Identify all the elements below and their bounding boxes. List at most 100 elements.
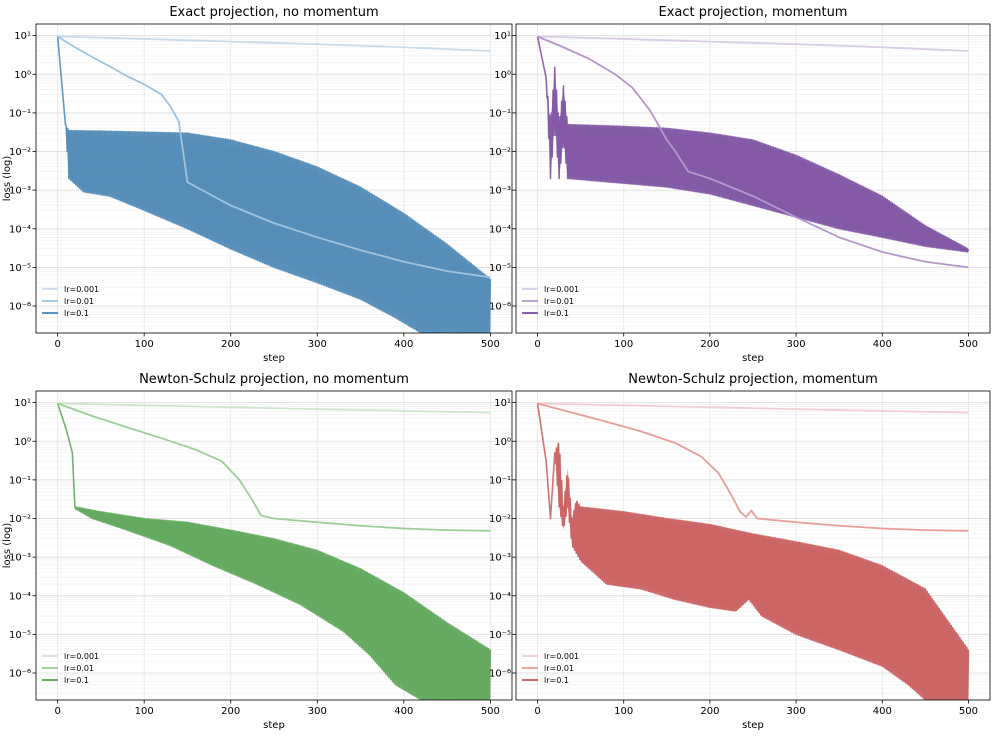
series-band-lr-0.1 — [57, 403, 491, 700]
y-tick-label: 10¹ — [14, 398, 31, 409]
axes-frame — [35, 390, 513, 701]
x-tick-label: 500 — [959, 339, 978, 350]
y-tick-label: 10⁻⁵ — [489, 630, 511, 641]
legend-label: lr=0.001 — [64, 652, 99, 661]
legend-label: lr=0.001 — [544, 285, 579, 294]
plot-area — [536, 402, 970, 700]
x-axis-label: step — [263, 353, 285, 364]
legend-label: lr=0.001 — [64, 285, 99, 294]
x-tick-label: 100 — [614, 339, 633, 350]
chart-title: Exact projection, momentum — [659, 5, 848, 20]
legend-label: lr=0.1 — [64, 676, 89, 685]
axes-frame — [515, 23, 991, 334]
y-tick-label: 10⁰ — [494, 70, 511, 81]
legend-label: lr=0.1 — [544, 309, 569, 318]
y-tick-label: 10⁻⁶ — [489, 302, 511, 313]
x-tick-label: 300 — [787, 706, 806, 717]
legend: lr=0.001 lr=0.01 lr=0.1 — [522, 285, 579, 318]
x-tick-label: 100 — [135, 339, 154, 350]
y-tick-label: 10⁻¹ — [489, 475, 511, 486]
series-band-lr-0.1 — [537, 36, 969, 253]
legend: lr=0.001 lr=0.01 lr=0.1 — [522, 652, 579, 685]
x-tick-label: 100 — [135, 706, 154, 717]
series-line-lr-0.001 — [57, 35, 491, 52]
plot-area — [56, 402, 492, 700]
y-tick-label: 10⁻² — [489, 514, 511, 525]
x-tick-label: 400 — [394, 339, 413, 350]
y-axis-label: loss (log) — [2, 523, 13, 569]
x-tick-label: 200 — [700, 706, 719, 717]
plot-area — [536, 35, 970, 269]
x-tick-label: 100 — [614, 706, 633, 717]
chart-title: Newton-Schulz projection, momentum — [628, 372, 878, 387]
series-line-lr-0.01 — [57, 402, 491, 532]
y-tick-label: 10⁻⁶ — [489, 669, 511, 680]
y-tick-label: 10⁻⁶ — [9, 669, 31, 680]
y-tick-label: 10⁻³ — [489, 186, 511, 197]
legend: lr=0.001 lr=0.01 lr=0.1 — [42, 285, 99, 318]
series-band-lr-0.1 — [537, 403, 969, 700]
x-tick-label: 0 — [534, 339, 540, 350]
plot-area — [56, 35, 492, 333]
x-tick-label: 200 — [221, 706, 240, 717]
chart-title: Newton-Schulz projection, no momentum — [139, 372, 409, 387]
y-tick-label: 10⁰ — [14, 70, 31, 81]
series-line-lr-0.01 — [537, 402, 969, 532]
y-tick-label: 10⁻³ — [489, 553, 511, 564]
legend: lr=0.001 lr=0.01 lr=0.1 — [42, 652, 99, 685]
y-tick-label: 10⁻⁵ — [9, 263, 31, 274]
y-tick-label: 10⁰ — [14, 437, 31, 448]
series-line-lr-0.001 — [537, 35, 969, 52]
y-tick-label: 10⁻⁴ — [9, 224, 31, 235]
x-tick-label: 500 — [959, 706, 978, 717]
legend-label: lr=0.01 — [544, 297, 574, 306]
y-tick-label: 10⁰ — [494, 437, 511, 448]
y-tick-label: 10⁻⁴ — [489, 224, 511, 235]
legend-label: lr=0.1 — [64, 309, 89, 318]
y-tick-label: 10⁻² — [9, 147, 31, 158]
chart-panel-4: 0 100 200 300 400 500 10⁻⁶ 10⁻⁵ 10⁻⁴ 10⁻³ 10⁻² 10⁻¹… — [489, 372, 991, 731]
y-tick-label: 10⁻³ — [9, 186, 31, 197]
x-axis-label: step — [742, 353, 764, 364]
y-tick-label: 10⁻³ — [9, 553, 31, 564]
legend-label: lr=0.1 — [544, 676, 569, 685]
y-tick-label: 10⁻⁴ — [489, 591, 511, 602]
x-tick-label: 200 — [700, 339, 719, 350]
series-line-lr-0.001 — [57, 402, 491, 414]
x-tick-label: 400 — [873, 706, 892, 717]
x-tick-label: 0 — [54, 339, 60, 350]
y-tick-label: 10¹ — [14, 31, 31, 42]
legend-label: lr=0.01 — [64, 297, 94, 306]
x-tick-label: 400 — [873, 339, 892, 350]
y-tick-label: 10⁻² — [489, 147, 511, 158]
x-tick-label: 0 — [534, 706, 540, 717]
axes-frame — [35, 23, 513, 334]
x-axis-label: step — [742, 720, 764, 731]
chart-panel-3: 0 100 200 300 400 500 10⁻⁶ 10⁻⁵ 10⁻⁴ 10⁻³ 10⁻² 10⁻¹… — [2, 372, 513, 731]
legend-label: lr=0.01 — [64, 664, 94, 673]
x-tick-label: 200 — [221, 339, 240, 350]
x-axis-label: step — [263, 720, 285, 731]
x-tick-label: 500 — [481, 706, 500, 717]
y-tick-label: 10⁻¹ — [489, 108, 511, 119]
y-tick-label: 10¹ — [494, 31, 511, 42]
x-tick-label: 400 — [394, 706, 413, 717]
chart-title: Exact projection, no momentum — [169, 5, 378, 20]
chart-panel-2: 0 100 200 300 400 500 10⁻⁶ 10⁻⁵ 10⁻⁴ 10⁻³ 10⁻² 10⁻¹… — [489, 5, 991, 364]
x-tick-label: 0 — [54, 706, 60, 717]
series-line-lr-0.01 — [537, 35, 969, 269]
x-tick-label: 300 — [787, 339, 806, 350]
chart-panel-1: 0 100 200 300 400 500 10⁻⁶ 10⁻⁵ 10⁻⁴ 10⁻³ 10⁻² 10⁻¹… — [2, 5, 513, 364]
y-tick-label: 10⁻¹ — [9, 475, 31, 486]
series-line-lr-0.01 — [57, 35, 491, 279]
x-tick-label: 300 — [308, 706, 327, 717]
y-tick-label: 10⁻¹ — [9, 108, 31, 119]
legend-label: lr=0.001 — [544, 652, 579, 661]
y-tick-label: 10⁻² — [9, 514, 31, 525]
legend-label: lr=0.01 — [544, 664, 574, 673]
axes-frame — [515, 390, 991, 701]
y-tick-label: 10⁻⁶ — [9, 302, 31, 313]
y-tick-label: 10¹ — [494, 398, 511, 409]
y-tick-label: 10⁻⁵ — [9, 630, 31, 641]
